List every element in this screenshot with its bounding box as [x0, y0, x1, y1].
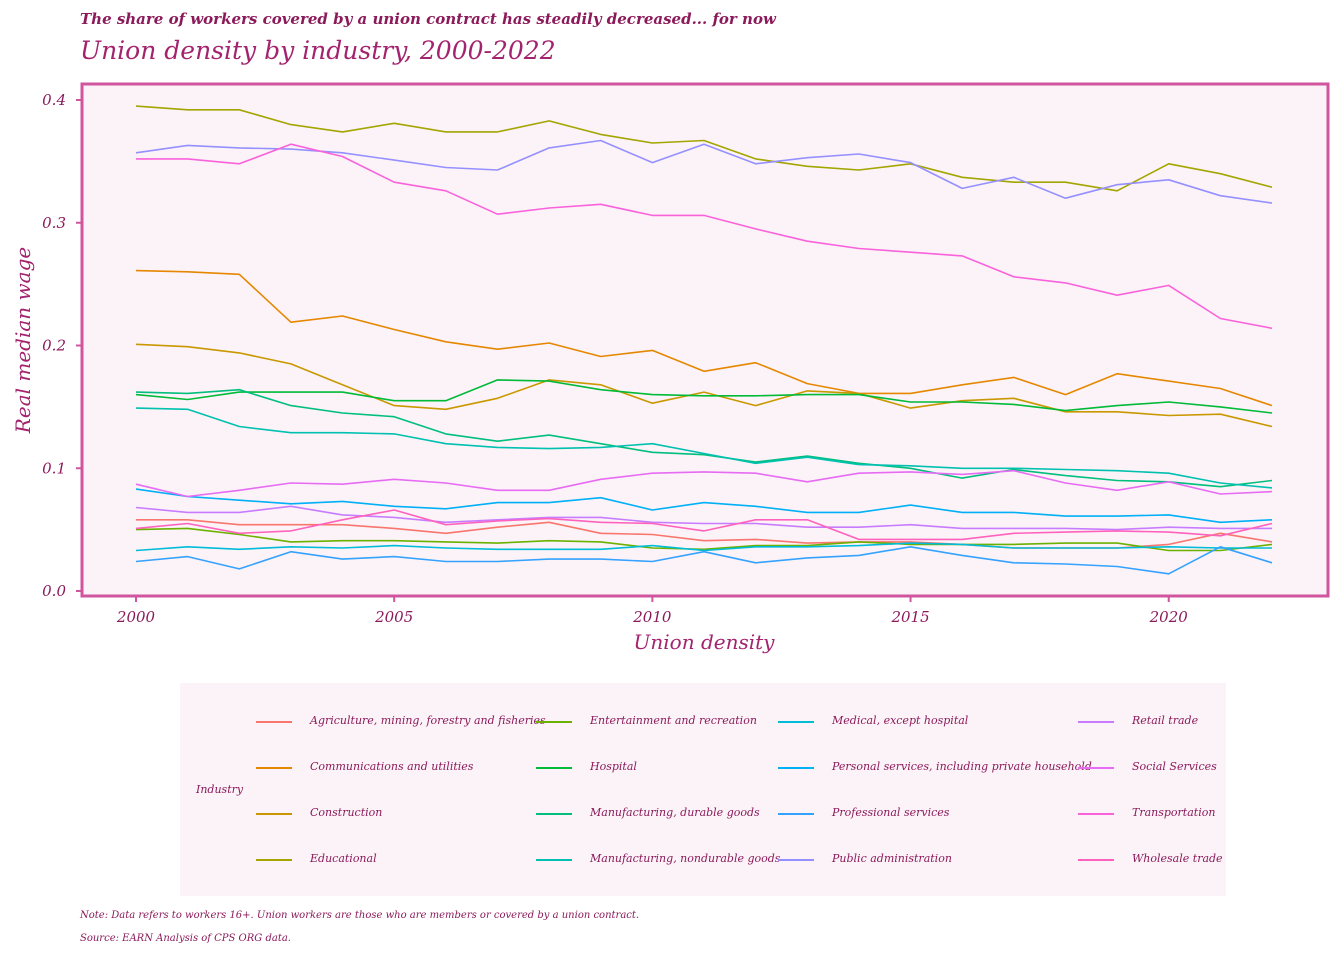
y-tick-label: 0.4: [42, 91, 66, 109]
legend-label: Retail trade: [1132, 714, 1199, 727]
legend-label: Transportation: [1132, 806, 1216, 819]
legend-label: Personal services, including private hou…: [832, 760, 1092, 773]
x-axis-label: Union density: [634, 630, 776, 654]
legend-swatch: [1078, 813, 1114, 815]
x-tick-label: 2010: [632, 608, 672, 626]
series-line: [135, 269, 1273, 407]
series-line: [135, 139, 1273, 204]
x-tick-label: 2000: [116, 608, 156, 626]
legend-swatch: [256, 721, 292, 723]
legend-label: Communications and utilities: [310, 760, 474, 773]
x-tick-label: 2005: [374, 608, 413, 626]
legend-swatch: [256, 859, 292, 861]
chart-title: Union density by industry, 2000-2022: [80, 36, 556, 65]
series-line: [135, 509, 1273, 541]
x-tick-label: 2020: [1149, 608, 1189, 626]
source-note: Source: EARN Analysis of CPS ORG data.: [80, 933, 291, 944]
series-line: [135, 469, 1273, 498]
legend: Industry Agriculture, mining, forestry a…: [180, 683, 1226, 896]
legend-swatch: [778, 813, 814, 815]
legend-swatch: [536, 767, 572, 769]
legend-label: Manufacturing, nondurable goods: [590, 852, 781, 865]
series-line: [135, 542, 1272, 552]
y-tick-label: 0.0: [42, 582, 66, 600]
series-lines: [135, 105, 1273, 575]
legend-label: Educational: [310, 852, 377, 865]
legend-swatch: [1078, 721, 1114, 723]
y-tick-label: 0.3: [42, 214, 66, 232]
legend-label: Social Services: [1132, 760, 1217, 773]
series-line: [135, 105, 1273, 192]
legend-swatch: [536, 859, 572, 861]
legend-swatch: [256, 813, 292, 815]
legend-swatch: [1078, 767, 1114, 769]
y-axis: 0.0 0.1 0.2 0.3 0.4: [42, 91, 82, 600]
y-tick-label: 0.1: [42, 459, 66, 477]
legend-label: Hospital: [590, 760, 637, 773]
footnote: Note: Data refers to workers 16+. Union …: [80, 910, 640, 921]
legend-label: Construction: [310, 806, 383, 819]
chart-subtitle: The share of workers covered by a union …: [80, 10, 776, 28]
plot-panel: [80, 82, 1330, 598]
series-line: [135, 388, 1273, 488]
legend-label: Manufacturing, durable goods: [590, 806, 760, 819]
series-line: [135, 545, 1273, 575]
legend-swatch: [536, 721, 572, 723]
y-axis-label: Real median wage: [11, 247, 35, 434]
legend-swatch: [256, 767, 292, 769]
legend-swatch: [1078, 859, 1114, 861]
x-tick-label: 2015: [890, 608, 929, 626]
legend-label: Wholesale trade: [1132, 852, 1223, 865]
legend-title: Industry: [196, 783, 244, 796]
legend-swatch: [778, 721, 814, 723]
legend-label: Professional services: [832, 806, 950, 819]
legend-label: Medical, except hospital: [832, 714, 969, 727]
legend-swatch: [778, 767, 814, 769]
y-tick-label: 0.2: [42, 337, 66, 355]
legend-swatch: [536, 813, 572, 815]
legend-label: Entertainment and recreation: [590, 714, 757, 727]
series-line: [135, 343, 1273, 428]
series-line: [135, 505, 1272, 531]
series-line: [135, 379, 1273, 414]
x-axis: 2000 2005 2010 2015 2020: [116, 596, 1188, 626]
legend-label: Agriculture, mining, forestry and fisher…: [310, 714, 546, 727]
series-line: [135, 527, 1273, 552]
legend-swatch: [778, 859, 814, 861]
legend-label: Public administration: [832, 852, 952, 865]
series-line: [135, 488, 1273, 524]
line-chart: 0.0 0.1 0.2 0.3 0.4 2000 2005 2010 2015 2020 Uni…: [11, 82, 1330, 654]
series-line: [135, 407, 1273, 489]
series-line: [136, 143, 1273, 330]
